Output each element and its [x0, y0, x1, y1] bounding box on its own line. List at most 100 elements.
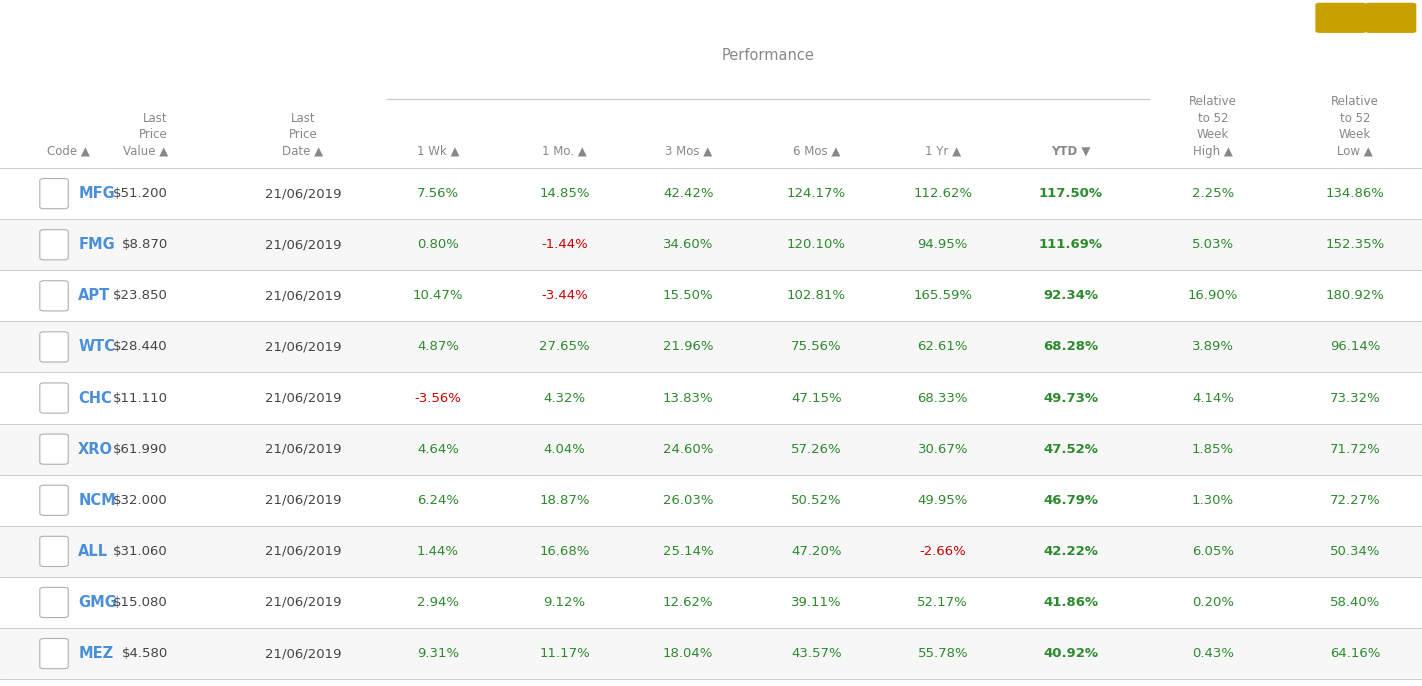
Text: 9.31%: 9.31%	[417, 647, 459, 660]
Text: 111.69%: 111.69%	[1038, 238, 1103, 251]
Text: 21/06/2019: 21/06/2019	[264, 238, 341, 251]
Text: 21.96%: 21.96%	[663, 340, 714, 353]
Text: YTD ▼: YTD ▼	[1051, 145, 1091, 158]
Text: 180.92%: 180.92%	[1325, 289, 1385, 303]
FancyBboxPatch shape	[40, 281, 68, 311]
Text: 71.72%: 71.72%	[1330, 442, 1381, 456]
Bar	[0, 220, 1422, 270]
FancyBboxPatch shape	[40, 434, 68, 464]
Text: 55.78%: 55.78%	[917, 647, 968, 660]
Text: 21/06/2019: 21/06/2019	[264, 187, 341, 200]
Text: Relative
to 52
Week
Low ▲: Relative to 52 Week Low ▲	[1331, 95, 1379, 158]
Bar	[0, 475, 1422, 525]
Text: 15.50%: 15.50%	[663, 289, 714, 303]
Text: 34.60%: 34.60%	[663, 238, 714, 251]
Bar	[0, 168, 1422, 220]
Text: $11.110: $11.110	[112, 392, 168, 405]
Text: 18.87%: 18.87%	[539, 494, 590, 507]
Text: 21/06/2019: 21/06/2019	[264, 442, 341, 456]
Text: 6.05%: 6.05%	[1192, 545, 1234, 558]
Text: 112.62%: 112.62%	[913, 187, 973, 200]
Bar	[0, 372, 1422, 424]
Bar	[0, 525, 1422, 577]
Text: 0.43%: 0.43%	[1192, 647, 1234, 660]
Text: 2.25%: 2.25%	[1192, 187, 1234, 200]
Text: 41.86%: 41.86%	[1044, 596, 1098, 609]
Text: $61.990: $61.990	[114, 442, 168, 456]
Text: 68.33%: 68.33%	[917, 392, 968, 405]
Text: 46.79%: 46.79%	[1044, 494, 1098, 507]
Text: 42.42%: 42.42%	[663, 187, 714, 200]
Text: 1 Wk ▲: 1 Wk ▲	[417, 145, 459, 158]
Text: 62.61%: 62.61%	[917, 340, 968, 353]
Text: Relative
to 52
Week
High ▲: Relative to 52 Week High ▲	[1189, 95, 1237, 158]
Text: $8.870: $8.870	[121, 238, 168, 251]
FancyBboxPatch shape	[40, 536, 68, 567]
Bar	[0, 423, 1422, 475]
Text: 21/06/2019: 21/06/2019	[264, 289, 341, 303]
Text: 12.62%: 12.62%	[663, 596, 714, 609]
Text: Performance: Performance	[721, 48, 815, 63]
Text: $28.440: $28.440	[114, 340, 168, 353]
Text: 30.67%: 30.67%	[917, 442, 968, 456]
Text: $31.060: $31.060	[112, 545, 168, 558]
Text: $23.850: $23.850	[112, 289, 168, 303]
Text: 47.20%: 47.20%	[791, 545, 842, 558]
Text: 57.26%: 57.26%	[791, 442, 842, 456]
Text: 16.90%: 16.90%	[1187, 289, 1239, 303]
Text: 21/06/2019: 21/06/2019	[264, 596, 341, 609]
Text: 73.32%: 73.32%	[1330, 392, 1381, 405]
Text: FMG: FMG	[78, 237, 115, 252]
Text: Code ▲: Code ▲	[47, 145, 90, 158]
Text: Last
Price
Value ▲: Last Price Value ▲	[122, 112, 168, 158]
Text: XRO: XRO	[78, 442, 114, 457]
Text: 4.04%: 4.04%	[543, 442, 586, 456]
Text: 24.60%: 24.60%	[663, 442, 714, 456]
Text: 21/06/2019: 21/06/2019	[264, 545, 341, 558]
Text: CHC: CHC	[78, 390, 112, 405]
Text: 1 Yr ▲: 1 Yr ▲	[924, 145, 961, 158]
Text: 102.81%: 102.81%	[786, 289, 846, 303]
Text: 94.95%: 94.95%	[917, 238, 968, 251]
Text: 14.85%: 14.85%	[539, 187, 590, 200]
Text: 1 Mo. ▲: 1 Mo. ▲	[542, 145, 587, 158]
Text: GMG: GMG	[78, 595, 117, 610]
Text: 49.95%: 49.95%	[917, 494, 968, 507]
Text: 21/06/2019: 21/06/2019	[264, 494, 341, 507]
Text: 11.17%: 11.17%	[539, 647, 590, 660]
FancyBboxPatch shape	[40, 332, 68, 362]
Text: 21/06/2019: 21/06/2019	[264, 392, 341, 405]
Text: 4.32%: 4.32%	[543, 392, 586, 405]
Text: 40.92%: 40.92%	[1044, 647, 1098, 660]
Text: 39.11%: 39.11%	[791, 596, 842, 609]
Text: $32.000: $32.000	[112, 494, 168, 507]
Text: $4.580: $4.580	[121, 647, 168, 660]
Text: APT: APT	[78, 288, 111, 303]
Text: 134.86%: 134.86%	[1325, 187, 1385, 200]
Text: 72.27%: 72.27%	[1330, 494, 1381, 507]
Text: 50.34%: 50.34%	[1330, 545, 1381, 558]
Text: Last
Price
Date ▲: Last Price Date ▲	[283, 112, 323, 158]
Text: 117.50%: 117.50%	[1038, 187, 1103, 200]
Text: 9.12%: 9.12%	[543, 596, 586, 609]
FancyBboxPatch shape	[1365, 3, 1416, 33]
Text: 1.44%: 1.44%	[417, 545, 459, 558]
Text: 120.10%: 120.10%	[786, 238, 846, 251]
Text: 4.87%: 4.87%	[417, 340, 459, 353]
FancyBboxPatch shape	[40, 639, 68, 669]
Text: 152.35%: 152.35%	[1325, 238, 1385, 251]
Bar	[0, 628, 1422, 679]
Text: 0.80%: 0.80%	[417, 238, 459, 251]
Text: MFG: MFG	[78, 186, 115, 201]
Text: -3.44%: -3.44%	[542, 289, 587, 303]
Text: 10.47%: 10.47%	[412, 289, 464, 303]
Text: ALL: ALL	[78, 544, 108, 559]
Text: 0.20%: 0.20%	[1192, 596, 1234, 609]
Text: 4.14%: 4.14%	[1192, 392, 1234, 405]
Text: 96.14%: 96.14%	[1330, 340, 1381, 353]
Bar	[0, 270, 1422, 321]
Text: 49.73%: 49.73%	[1044, 392, 1098, 405]
Bar	[0, 321, 1422, 372]
Text: 18.04%: 18.04%	[663, 647, 714, 660]
Text: 6.24%: 6.24%	[417, 494, 459, 507]
